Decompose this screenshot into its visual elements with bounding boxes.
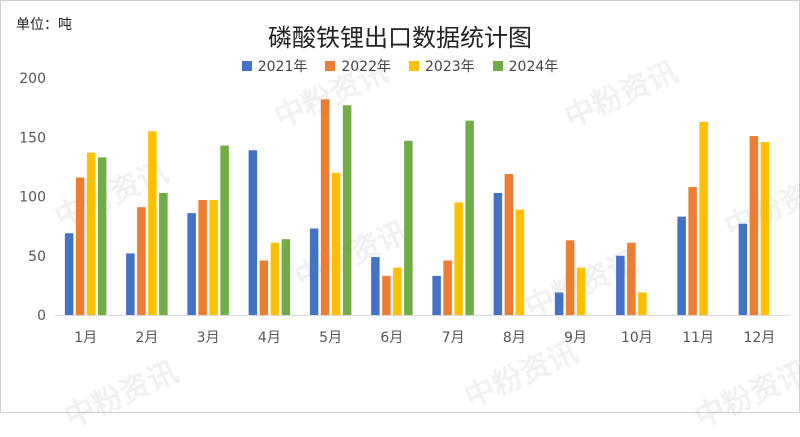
bar-2-2022年	[137, 207, 146, 315]
bar-6-2024年	[404, 140, 413, 315]
x-tick-label: 12月	[743, 330, 775, 346]
chart-legend: 2021年 2022年 2023年 2024年	[0, 56, 800, 76]
bar-4-2021年	[248, 150, 258, 315]
bar-4-2024年	[281, 239, 291, 315]
bar-2-2021年	[126, 253, 135, 315]
legend-item-2023: 2023年	[409, 56, 475, 76]
legend-item-2021: 2021年	[241, 56, 308, 76]
bar-3-2023年	[209, 200, 218, 315]
legend-item-2022: 2022年	[325, 56, 391, 76]
bar-2-2023年	[148, 131, 157, 315]
bar-3-2024年	[220, 145, 229, 315]
legend-swatch-2023	[409, 61, 419, 71]
bar-8-2021年	[493, 192, 503, 315]
bar-11-2023年	[699, 121, 708, 315]
bar-5-2022年	[320, 99, 330, 315]
y-tick-label: 50	[28, 249, 46, 265]
bar-10-2021年	[616, 255, 625, 315]
bar-1-2024年	[97, 157, 107, 315]
bar-7-2023年	[454, 202, 463, 315]
x-tick-label: 9月	[564, 330, 587, 346]
y-tick-label: 100	[19, 190, 46, 206]
legend-swatch-2024	[492, 61, 503, 71]
legend-item-2024: 2024年	[492, 56, 559, 76]
bar-3-2021年	[187, 213, 196, 315]
bar-1-2022年	[75, 177, 85, 315]
legend-swatch-2021	[241, 61, 252, 71]
x-tick-label: 8月	[503, 330, 526, 346]
bar-7-2024年	[465, 120, 474, 315]
legend-label-2021: 2021年	[257, 59, 308, 75]
x-tick-label: 2月	[135, 330, 158, 346]
unit-label: 单位：吨	[16, 17, 72, 33]
bar-1-2021年	[64, 233, 74, 315]
bar-12-2022年	[749, 136, 759, 315]
bar-6-2023年	[393, 267, 402, 315]
bar-5-2023年	[331, 172, 341, 315]
bar-4-2023年	[270, 242, 280, 315]
legend-swatch-2022	[325, 61, 336, 71]
bar-9-2021年	[554, 292, 564, 315]
x-tick-label: 6月	[380, 330, 403, 346]
bar-2-2024年	[159, 192, 168, 315]
legend-label-2022: 2022年	[341, 59, 391, 75]
bar-5-2021年	[309, 228, 319, 315]
x-tick-label: 10月	[621, 330, 653, 346]
bar-12-2021年	[738, 223, 748, 315]
x-tick-label: 11月	[682, 330, 714, 346]
bar-3-2022年	[198, 200, 207, 315]
legend-label-2024: 2024年	[508, 59, 559, 75]
x-tick-label: 4月	[258, 330, 281, 346]
bar-6-2022年	[382, 275, 391, 315]
bar-9-2022年	[565, 240, 575, 315]
bar-chart: 0 50 100 150 200 1月 2月 3月 4月 5月 6月 7月 8月 9月 10月 11月 12月	[19, 71, 790, 346]
bar-7-2021年	[432, 275, 441, 315]
bar-11-2022年	[688, 187, 697, 315]
bar-4-2022年	[259, 260, 269, 315]
bar-6-2021年	[371, 256, 380, 315]
bar-11-2021年	[677, 216, 686, 315]
bar-12-2023年	[760, 141, 770, 315]
y-tick-label: 200	[19, 71, 46, 87]
bar-5-2024年	[342, 105, 352, 315]
x-tick-label: 3月	[197, 330, 220, 346]
y-tick-label: 150	[19, 130, 46, 146]
bar-7-2022年	[443, 260, 452, 315]
x-tick-label: 7月	[442, 330, 465, 346]
x-tick-label: 5月	[319, 330, 342, 346]
x-tick-label: 1月	[74, 330, 97, 346]
bar-9-2023年	[576, 267, 586, 315]
chart-title: 磷酸铁锂出口数据统计图	[268, 24, 532, 52]
chart-frame	[0, 0, 800, 413]
bar-1-2023年	[86, 152, 96, 315]
bar-8-2023年	[515, 209, 525, 315]
bar-10-2023年	[638, 292, 647, 315]
y-tick-label: 0	[37, 308, 46, 324]
bar-10-2022年	[627, 242, 636, 315]
bar-8-2022年	[504, 173, 514, 315]
legend-label-2023: 2023年	[425, 59, 475, 75]
